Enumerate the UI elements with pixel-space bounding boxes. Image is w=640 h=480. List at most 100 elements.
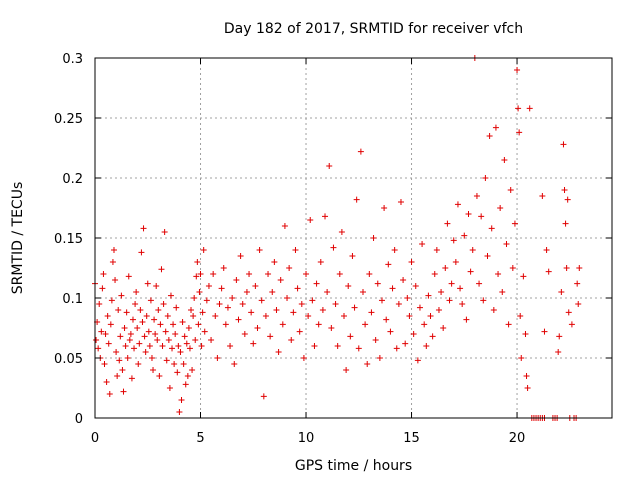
data-point	[328, 325, 335, 331]
data-point	[518, 355, 525, 361]
data-point	[461, 232, 468, 239]
data-point	[343, 367, 350, 373]
data-point	[201, 328, 208, 335]
data-point	[336, 271, 343, 277]
data-point	[208, 337, 215, 343]
data-point	[288, 337, 295, 343]
data-point	[309, 297, 316, 304]
data-point	[562, 220, 569, 227]
data-point	[480, 297, 487, 304]
data-point	[186, 345, 193, 352]
data-point	[431, 271, 438, 277]
data-point	[300, 355, 307, 361]
axis-ticks: 0 0.05 0.1 0.15 0.2 0.25 0.3 0 5 10 15 20	[54, 52, 612, 446]
data-point	[96, 301, 103, 307]
data-point	[250, 340, 257, 347]
data-point	[196, 289, 203, 295]
data-point	[564, 196, 571, 203]
data-point	[119, 367, 126, 373]
data-point	[427, 313, 434, 319]
data-point	[193, 273, 200, 280]
data-point	[110, 247, 117, 253]
data-point	[492, 124, 499, 131]
data-point	[267, 333, 274, 340]
data-point	[575, 301, 582, 307]
data-point	[109, 259, 116, 265]
data-point	[429, 333, 436, 340]
data-point	[160, 301, 167, 307]
data-point	[499, 289, 506, 295]
data-point	[183, 340, 190, 347]
data-point	[237, 253, 244, 259]
data-point	[315, 321, 322, 328]
data-point	[563, 265, 570, 271]
data-point	[284, 295, 291, 301]
data-point	[172, 331, 179, 337]
data-point	[338, 229, 345, 235]
data-point	[129, 316, 136, 323]
data-point	[135, 361, 142, 367]
data-point	[495, 271, 502, 277]
data-point	[501, 157, 508, 163]
data-point	[279, 321, 286, 328]
data-point	[248, 309, 255, 316]
data-point	[359, 289, 366, 295]
data-point	[254, 325, 261, 331]
data-point	[317, 259, 324, 265]
data-point	[440, 325, 447, 331]
data-point	[233, 277, 240, 283]
data-point	[107, 321, 114, 328]
data-point	[446, 297, 453, 304]
data-point	[565, 309, 572, 316]
data-point	[497, 205, 504, 211]
data-point	[516, 129, 523, 136]
data-point	[438, 289, 445, 295]
data-point	[482, 175, 489, 181]
data-point	[220, 265, 227, 271]
x-tick-label: 5	[196, 431, 204, 446]
data-point	[116, 357, 123, 364]
data-point	[353, 196, 360, 203]
data-point	[177, 349, 184, 355]
data-point	[376, 355, 383, 361]
data-point	[189, 367, 196, 373]
data-point	[265, 271, 272, 277]
data-point	[145, 328, 152, 335]
data-point	[355, 345, 362, 352]
data-point	[128, 375, 135, 382]
data-point	[330, 244, 337, 251]
data-point	[366, 271, 373, 277]
data-point	[181, 333, 188, 340]
data-point	[385, 261, 392, 268]
data-point	[243, 289, 250, 295]
data-point	[351, 304, 358, 311]
data-point	[154, 337, 161, 343]
data-point	[393, 345, 400, 352]
data-point	[286, 265, 293, 271]
data-point	[185, 325, 192, 331]
data-point	[402, 340, 409, 347]
data-point	[505, 321, 512, 328]
data-point	[162, 328, 169, 335]
data-point	[490, 307, 497, 313]
data-point	[171, 361, 178, 367]
x-tick-label: 15	[403, 431, 420, 446]
y-tick-label: 0.3	[62, 52, 83, 67]
data-point	[273, 307, 280, 313]
x-tick-label: 20	[509, 431, 526, 446]
data-point	[450, 237, 457, 244]
data-point	[103, 379, 110, 385]
data-point	[298, 301, 305, 307]
data-point	[194, 259, 201, 265]
data-point	[476, 280, 483, 287]
data-point	[235, 316, 242, 323]
data-point	[433, 247, 440, 253]
data-point	[93, 337, 100, 343]
data-point	[271, 259, 278, 265]
data-point	[203, 297, 210, 304]
data-point	[545, 268, 552, 275]
data-point	[117, 333, 124, 340]
data-point	[404, 295, 411, 301]
data-point	[169, 345, 176, 352]
